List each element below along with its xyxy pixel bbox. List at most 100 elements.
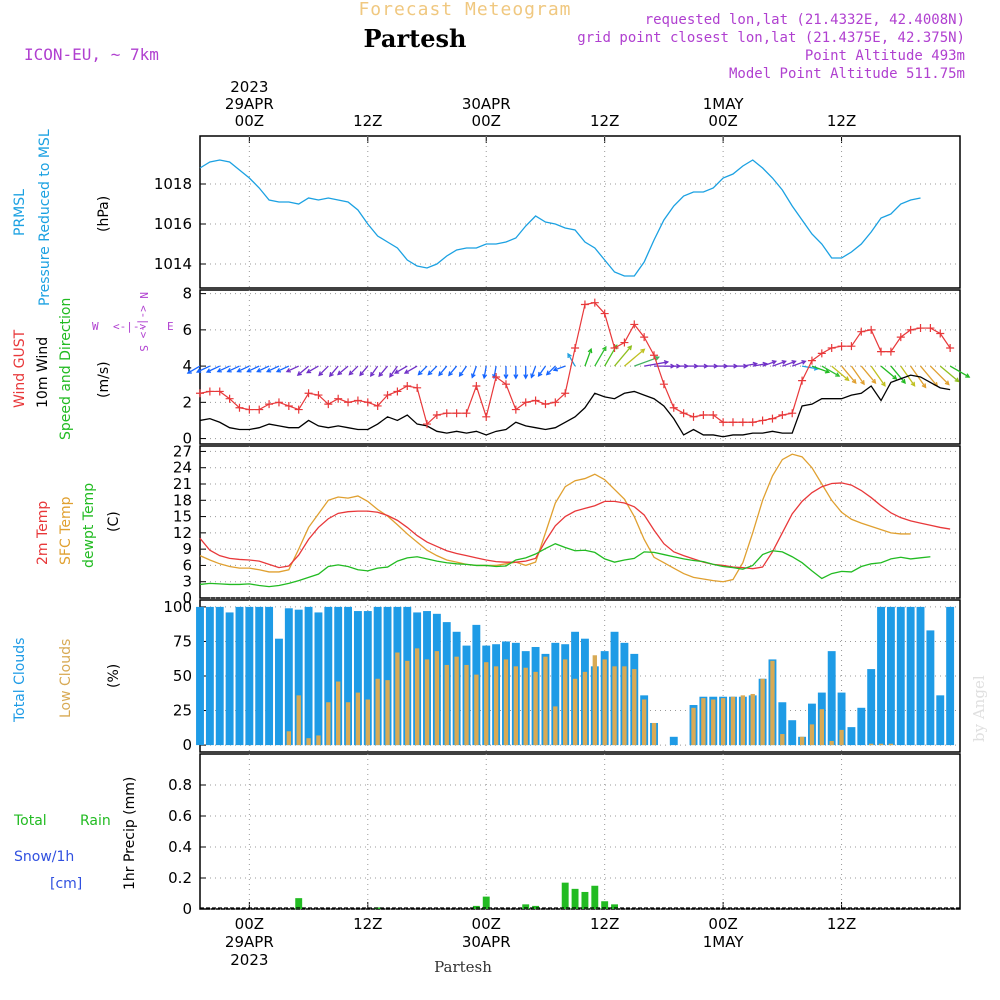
location-title: Partesh bbox=[364, 24, 467, 53]
wind-arrow-head bbox=[844, 376, 850, 382]
y-tick-label: 1018 bbox=[154, 175, 192, 193]
wind-arrow-head bbox=[328, 372, 334, 378]
wind-arrow bbox=[949, 365, 970, 378]
wind-arrow bbox=[348, 365, 359, 376]
y-tick-label: 1016 bbox=[154, 215, 192, 233]
clouds-total-label: Total Clouds bbox=[12, 638, 28, 723]
wind-arrow bbox=[860, 365, 876, 384]
wind-arrow bbox=[483, 365, 487, 379]
wind-arrow-head bbox=[370, 371, 375, 378]
total-cloud-bar bbox=[255, 606, 264, 746]
low-cloud-bar bbox=[878, 743, 884, 746]
gust-point bbox=[442, 409, 451, 418]
wind-arrow-head bbox=[265, 367, 272, 373]
low-cloud-bar bbox=[829, 740, 834, 746]
wind-arrow-head bbox=[318, 371, 324, 377]
pressure-unit: (hPa) bbox=[96, 196, 112, 232]
y-tick-label: 27 bbox=[173, 442, 192, 460]
y-tick-label: 25 bbox=[173, 702, 192, 720]
wind-arrow bbox=[623, 348, 645, 367]
gust-point bbox=[511, 405, 520, 414]
wind-arrow-head bbox=[881, 381, 886, 387]
rain-bar bbox=[581, 891, 589, 909]
bottom-axis-label: 29APR bbox=[225, 933, 274, 951]
wind-arrow-head bbox=[771, 360, 778, 365]
model-label: ICON-EU, ~ 7km bbox=[24, 45, 159, 64]
wind-arrow-head bbox=[296, 371, 302, 376]
sfc-temp-series bbox=[199, 453, 911, 583]
wind-arrow-head bbox=[417, 370, 423, 376]
temp-unit: (C) bbox=[106, 511, 122, 532]
wind-arrow bbox=[438, 365, 448, 376]
rain-bar bbox=[295, 898, 303, 909]
wind-arrow bbox=[297, 365, 309, 376]
top-axis-label: 2023 bbox=[230, 78, 268, 96]
wind-gust-series bbox=[199, 302, 951, 426]
low-cloud-bar bbox=[651, 722, 657, 746]
gust-point bbox=[363, 398, 372, 407]
gust-point bbox=[620, 338, 629, 347]
wind-dir-label: Speed and Direction bbox=[58, 298, 74, 440]
wind-arrow bbox=[206, 365, 221, 373]
wind-arrow bbox=[187, 365, 201, 374]
wind-arrow bbox=[530, 365, 537, 378]
low-cloud-bar bbox=[375, 678, 380, 746]
low-cloud-bar bbox=[740, 695, 746, 746]
low-cloud-bar bbox=[592, 655, 597, 746]
total-cloud-bar bbox=[837, 692, 846, 746]
wind-arrow bbox=[266, 365, 280, 373]
low-cloud-bar bbox=[711, 699, 716, 746]
total-cloud-bar bbox=[867, 669, 876, 746]
gust-point bbox=[867, 325, 876, 334]
total-cloud-bar bbox=[215, 606, 224, 746]
low-cloud-bar bbox=[543, 656, 548, 746]
wind-arrow-head bbox=[226, 367, 232, 373]
wind-arrow bbox=[567, 353, 576, 367]
gust-point bbox=[284, 401, 293, 410]
requested-coords: requested lon,lat (21.4332E, 42.4008N) bbox=[645, 12, 965, 28]
gust-point bbox=[383, 391, 392, 400]
rain-bar bbox=[482, 896, 490, 909]
low-cloud-bar bbox=[493, 666, 499, 746]
low-cloud-bar bbox=[336, 681, 341, 746]
wind-arrow-head bbox=[236, 367, 242, 373]
gust-point bbox=[225, 394, 234, 403]
temp-sfc-label: SFC Temp bbox=[58, 496, 74, 565]
low-cloud-bar bbox=[414, 648, 420, 746]
y-tick-label: 6 bbox=[182, 556, 192, 574]
gust-point bbox=[650, 351, 659, 360]
total-cloud-bar bbox=[245, 606, 254, 746]
wind-speed-series bbox=[199, 374, 951, 438]
wind-arrow-head bbox=[393, 369, 400, 374]
wind-arrow bbox=[762, 360, 776, 367]
total-cloud-bar bbox=[284, 608, 293, 746]
gust-point bbox=[413, 383, 422, 392]
compass-ns: N <-|-> S bbox=[137, 292, 150, 352]
wind-arrow-head bbox=[824, 368, 831, 374]
bottom-axis-label: 12Z bbox=[590, 915, 619, 933]
wind-arrow-head bbox=[438, 371, 444, 377]
wind-arrow bbox=[929, 365, 950, 385]
wind-arrow bbox=[337, 365, 349, 375]
y-tick-label: 24 bbox=[173, 459, 192, 477]
temp-2m-label: 2m Temp bbox=[35, 501, 51, 565]
wind-arrow-head bbox=[348, 370, 354, 376]
precip-panel bbox=[199, 753, 961, 910]
gust-point bbox=[679, 409, 688, 418]
top-axis-label: 30APR bbox=[462, 95, 511, 113]
footer-location: Partesh bbox=[434, 958, 492, 976]
wind-arrow bbox=[306, 365, 319, 374]
rain-bar bbox=[611, 904, 618, 909]
wind-arrow bbox=[920, 365, 938, 387]
wind-arrow bbox=[217, 365, 230, 373]
low-cloud-bar bbox=[424, 659, 430, 746]
gust-point bbox=[807, 356, 816, 365]
gust-point bbox=[709, 411, 718, 420]
wind-arrow bbox=[418, 365, 428, 376]
wind-arrow-head bbox=[378, 372, 384, 378]
wind-arrow bbox=[459, 365, 468, 377]
wind-arrow bbox=[752, 363, 767, 367]
top-axis-label: 00Z bbox=[708, 112, 737, 130]
total-cloud-bar bbox=[926, 630, 935, 746]
low-cloud-bar bbox=[760, 678, 765, 746]
